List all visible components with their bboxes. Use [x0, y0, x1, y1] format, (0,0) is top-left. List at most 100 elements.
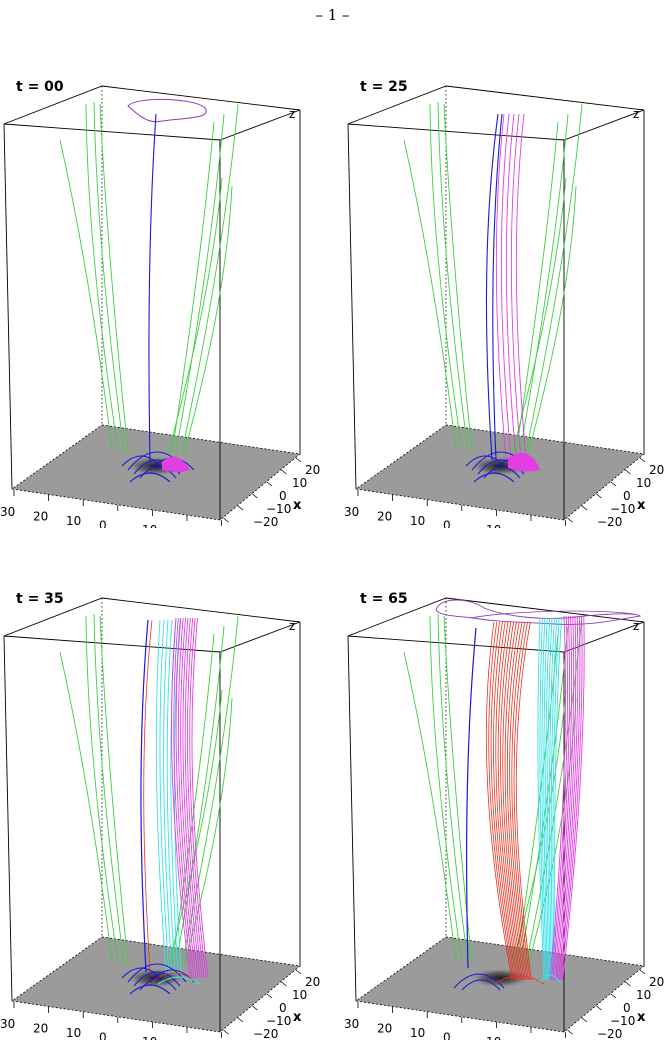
x-tick-label: −20: [597, 1027, 622, 1040]
cyan-field-line: [537, 617, 545, 981]
x-tick-mark: [266, 993, 273, 999]
magenta-field-line: [557, 615, 579, 981]
panel-t00: zxy20100−10−20−303020100−10−20−30 t = 00: [0, 0, 332, 528]
red-field-line: [497, 621, 520, 981]
box-left-edge: [3, 123, 13, 490]
x-tick-mark: [581, 505, 588, 511]
magenta-field-line: [562, 615, 585, 981]
x-tick-mark: [281, 981, 287, 987]
panel-time-label: t = 25: [360, 79, 408, 95]
magenta-field-line: [171, 617, 191, 979]
x-axis-label: x: [293, 498, 302, 513]
panel-t65: zxy20100−10−20−303020100−10−20−30 t = 65: [344, 512, 665, 1040]
x-tick-mark: [596, 493, 602, 499]
green-field-line: [59, 651, 113, 961]
x-tick-mark: [639, 969, 646, 975]
x-axis-label: x: [637, 1010, 646, 1025]
z-axis-label: z: [289, 107, 295, 121]
panel-time-label: t = 00: [16, 79, 64, 95]
green-field-line: [403, 139, 457, 449]
x-tick-mark: [567, 517, 573, 523]
y-tick-label: 0: [99, 1031, 107, 1041]
y-tick-label: 30: [0, 505, 15, 519]
x-tick-mark: [252, 1005, 258, 1011]
x-tick-label: 0: [279, 1001, 287, 1015]
green-field-line: [181, 103, 239, 453]
blue-loop: [139, 978, 177, 991]
x-tick-label: −20: [597, 515, 622, 528]
green-field-line: [429, 103, 463, 451]
x-tick-label: 10: [292, 988, 307, 1002]
blue-field-line: [148, 113, 157, 463]
x-tick-label: 20: [305, 975, 320, 989]
blue-field-line: [140, 619, 149, 973]
magenta-field-line: [173, 617, 193, 979]
green-field-line: [85, 615, 119, 963]
x-tick-mark: [237, 505, 244, 511]
blue-loop: [453, 973, 505, 989]
y-tick-label: 0: [443, 1031, 451, 1041]
green-field-line: [519, 113, 569, 453]
green-field-line: [525, 103, 583, 453]
y-tick-label: −10: [132, 523, 157, 528]
cyan-field-line: [163, 619, 173, 975]
green-field-line: [437, 613, 469, 964]
blue-field-line: [466, 627, 477, 969]
x-tick-mark: [625, 981, 631, 987]
y-tick-label: 30: [344, 1017, 359, 1031]
x-tick-label: −20: [253, 515, 278, 528]
green-field-line: [181, 615, 239, 965]
cyan-field-line: [173, 619, 182, 975]
purple-contour: [127, 99, 207, 123]
red-field-line: [511, 621, 529, 981]
magenta-field-line: [555, 615, 575, 981]
field-line-plot: zxy20100−10−20−303020100−10−20−30: [344, 85, 664, 529]
red-field-line: [515, 621, 532, 981]
blue-loop: [473, 472, 515, 483]
magenta-field-line: [556, 615, 577, 981]
x-tick-mark: [237, 1017, 244, 1023]
y-tick-label: 30: [344, 505, 359, 519]
cyan-field-line: [547, 617, 553, 981]
green-field-line: [59, 139, 113, 449]
y-tick-label: −10: [132, 1035, 157, 1040]
green-field-line: [183, 697, 233, 967]
cyan-field-line: [545, 617, 551, 981]
magenta-field-line: [505, 113, 517, 461]
blue-loop: [139, 466, 177, 479]
x-tick-label: 0: [279, 489, 287, 503]
x-tick-label: 20: [649, 463, 664, 477]
x-tick-mark: [596, 1005, 602, 1011]
x-tick-label: 20: [649, 975, 664, 989]
blue-field-line: [492, 113, 503, 461]
green-field-line: [99, 615, 129, 965]
x-tick-label: 0: [623, 489, 631, 503]
y-tick-label: 20: [377, 1022, 392, 1036]
green-field-line: [93, 613, 125, 964]
x-axis-label: x: [293, 1010, 302, 1025]
cyan-loop: [539, 974, 561, 983]
y-tick-label: 0: [443, 519, 451, 529]
green-field-line: [443, 103, 473, 453]
red-field-line: [143, 619, 153, 973]
blue-loop: [129, 984, 171, 995]
field-line-plot: zxy20100−10−20−303020100−10−20−30: [0, 597, 320, 1041]
page-number: – 1 –: [315, 6, 350, 24]
y-tick-label: 10: [66, 514, 81, 528]
blue-loop: [133, 971, 181, 987]
magenta-footpoint: [162, 456, 190, 472]
magenta-footpoint: [508, 453, 540, 472]
y-tick-label: −20: [509, 1040, 534, 1041]
y-tick-label: 0: [99, 519, 107, 529]
magenta-field-line: [560, 615, 583, 981]
x-tick-mark: [581, 1017, 588, 1023]
cyan-field-line: [166, 619, 176, 975]
green-field-line: [171, 121, 215, 454]
cyan-field-line: [541, 617, 548, 981]
panel-t35: zxy20100−10−20−303020100−10−20−30 t = 35: [0, 512, 332, 1040]
green-field-line: [525, 615, 583, 965]
magenta-field-line: [495, 113, 507, 461]
blue-loop: [483, 466, 521, 479]
magenta-field-line: [184, 617, 203, 979]
cyan-field-line: [548, 617, 555, 981]
